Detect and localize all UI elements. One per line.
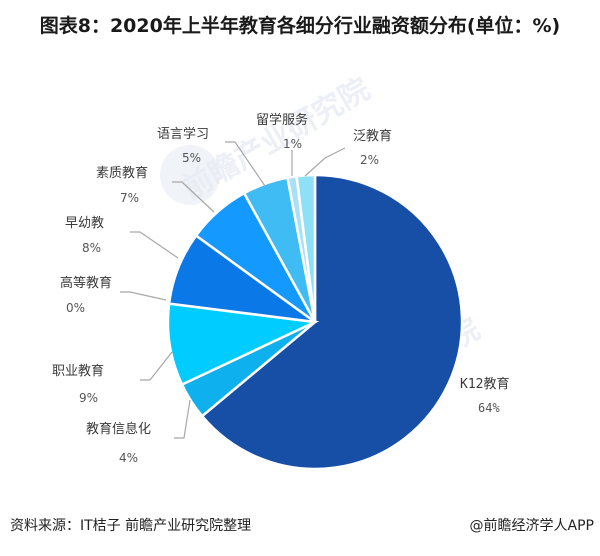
label-abroad-name: 留学服务 [256,112,308,128]
watermark-logo-icon [160,145,220,205]
footer: 资料来源：IT桔子 前瞻产业研究院整理 @前瞻经济学人APP [0,515,600,539]
label-k12-pct: 64% [478,401,500,415]
source-note: 资料来源：IT桔子 前瞻产业研究院整理 [10,518,252,534]
label-quality-pct: 7% [120,191,139,205]
label-early-name: 早幼教 [65,215,104,231]
label-info-name: 教育信息化 [86,421,151,437]
label-info-pct: 4% [119,451,138,465]
brand-credit: @前瞻经济学人APP [469,518,594,534]
label-higher-name: 高等教育 [60,275,112,291]
chart-title: 图表8：2020年上半年教育各细分行业融资额分布(单位：%) [39,15,561,37]
label-vocational-pct: 9% [79,391,98,405]
label-language-pct: 5% [182,151,201,165]
label-general-pct: 2% [360,153,379,167]
label-k12-name: K12教育 [460,376,509,392]
slice-vocational[interactable] [166,302,320,387]
label-language-name: 语言学习 [157,126,209,142]
label-vocational-name: 职业教育 [52,363,104,379]
slice-k12[interactable] [200,173,464,471]
pie-slices [166,173,464,471]
label-higher-pct: 0% [66,301,85,315]
label-early-pct: 8% [82,241,101,255]
leader-lines [120,141,346,439]
label-general-name: 泛教育 [353,128,392,144]
label-quality-name: 素质教育 [96,165,148,181]
label-abroad-pct: 1% [283,137,302,151]
